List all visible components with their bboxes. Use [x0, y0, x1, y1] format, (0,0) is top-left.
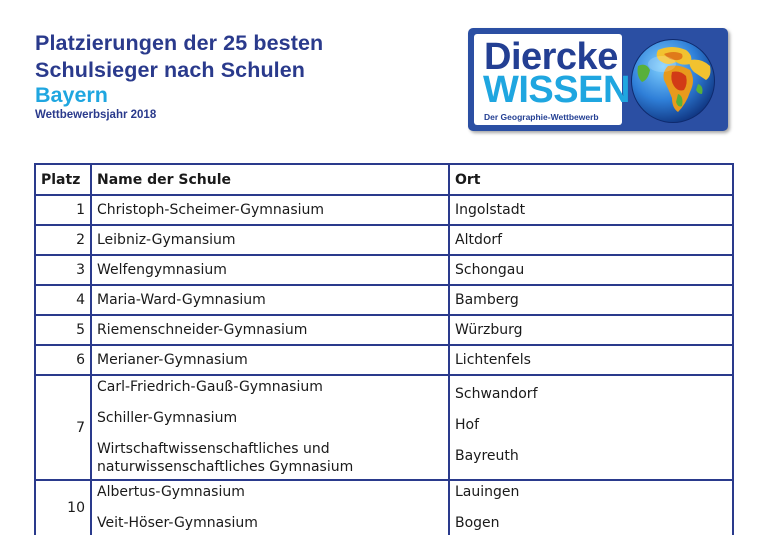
cell-place: 1 — [34, 194, 92, 226]
cell-city: Bamberg — [448, 284, 734, 316]
city-name: Bayreuth — [455, 448, 519, 464]
city-name: Hof — [455, 417, 480, 433]
school-name: Schiller-Gymnasium — [97, 410, 238, 426]
city-name: Lauingen — [455, 484, 520, 500]
page-title: Platzierungen der 25 besten Schulsieger … — [35, 30, 323, 84]
cell-place: 2 — [34, 224, 92, 256]
cell-school-names: Albertus-Gymnasium Veit-Höser-Gymnasium — [90, 479, 450, 535]
column-header-city: Ort — [448, 163, 734, 196]
table-row-group-10: 10 Albertus-Gymnasium Veit-Höser-Gymnasi… — [34, 479, 734, 535]
cell-school-name: Merianer-Gymnasium — [90, 344, 450, 376]
cell-city: Ingolstadt — [448, 194, 734, 226]
city-name: Schwandorf — [455, 386, 538, 402]
cell-school-names: Carl-Friedrich-Gauß-Gymnasium Schiller-G… — [90, 374, 450, 481]
cell-school-name: Maria-Ward-Gymnasium — [90, 284, 450, 316]
cell-school-name: Christoph-Scheimer-Gymnasium — [90, 194, 450, 226]
cell-place: 10 — [34, 479, 92, 535]
globe-icon — [631, 39, 715, 123]
school-name-line-2: naturwissenschaftliches Gymnasium — [97, 459, 354, 475]
cell-school-name: Riemenschneider-Gymnasium — [90, 314, 450, 346]
cell-school-name: Welfengymnasium — [90, 254, 450, 286]
competition-year: Wettbewerbsjahr 2018 — [35, 109, 157, 121]
column-header-school-name: Name der Schule — [90, 163, 450, 196]
cell-city: Würzburg — [448, 314, 734, 346]
city-name: Bogen — [455, 515, 500, 531]
diercke-wissen-logo: Diercke WISSEN Der Geographie-Wettbewerb — [468, 28, 728, 131]
table-row: 5 Riemenschneider-Gymnasium Würzburg — [34, 314, 734, 346]
logo-text-panel: Diercke WISSEN Der Geographie-Wettbewerb — [474, 34, 630, 125]
cell-cities: Schwandorf Hof Bayreuth — [448, 374, 734, 481]
cell-city: Schongau — [448, 254, 734, 286]
table-row: 1 Christoph-Scheimer-Gymnasium Ingolstad… — [34, 194, 734, 226]
column-header-place: Platz — [34, 163, 92, 196]
cell-cities: Lauingen Bogen — [448, 479, 734, 535]
title-line-1: Platzierungen der 25 besten — [35, 31, 324, 55]
cell-city: Lichtenfels — [448, 344, 734, 376]
logo-word-wissen: WISSEN — [483, 69, 630, 111]
ranking-table-container: Platz Name der Schule Ort 1 Christoph-Sc… — [34, 163, 734, 535]
cell-place: 4 — [34, 284, 92, 316]
school-name: Veit-Höser-Gymnasium — [97, 515, 258, 531]
table-header-row: Platz Name der Schule Ort — [34, 163, 734, 196]
table-row-group-7: 7 Carl-Friedrich-Gauß-Gymnasium Schiller… — [34, 374, 734, 481]
cell-place: 6 — [34, 344, 92, 376]
cell-place: 3 — [34, 254, 92, 286]
document-header: Platzierungen der 25 besten Schulsieger … — [35, 30, 323, 123]
logo-tagline: Der Geographie-Wettbewerb — [484, 112, 599, 122]
table-row: 4 Maria-Ward-Gymnasium Bamberg — [34, 284, 734, 316]
school-name: Albertus-Gymnasium — [97, 484, 245, 500]
cell-place: 5 — [34, 314, 92, 346]
region-heading: Bayern — [35, 83, 108, 107]
ranking-table: Platz Name der Schule Ort 1 Christoph-Sc… — [34, 163, 734, 535]
cell-place: 7 — [34, 374, 92, 481]
title-line-2: Schulsieger nach Schulen — [35, 58, 306, 82]
school-name-line-1: Wirtschaftwissenschaftliches und — [97, 441, 330, 457]
school-name: Carl-Friedrich-Gauß-Gymnasium — [97, 379, 323, 395]
logo-word-diercke: Diercke — [484, 36, 618, 78]
table-row: 3 Welfengymnasium Schongau — [34, 254, 734, 286]
table-row: 2 Leibniz-Gymansium Altdorf — [34, 224, 734, 256]
cell-school-name: Leibniz-Gymansium — [90, 224, 450, 256]
table-row: 6 Merianer-Gymnasium Lichtenfels — [34, 344, 734, 376]
cell-city: Altdorf — [448, 224, 734, 256]
